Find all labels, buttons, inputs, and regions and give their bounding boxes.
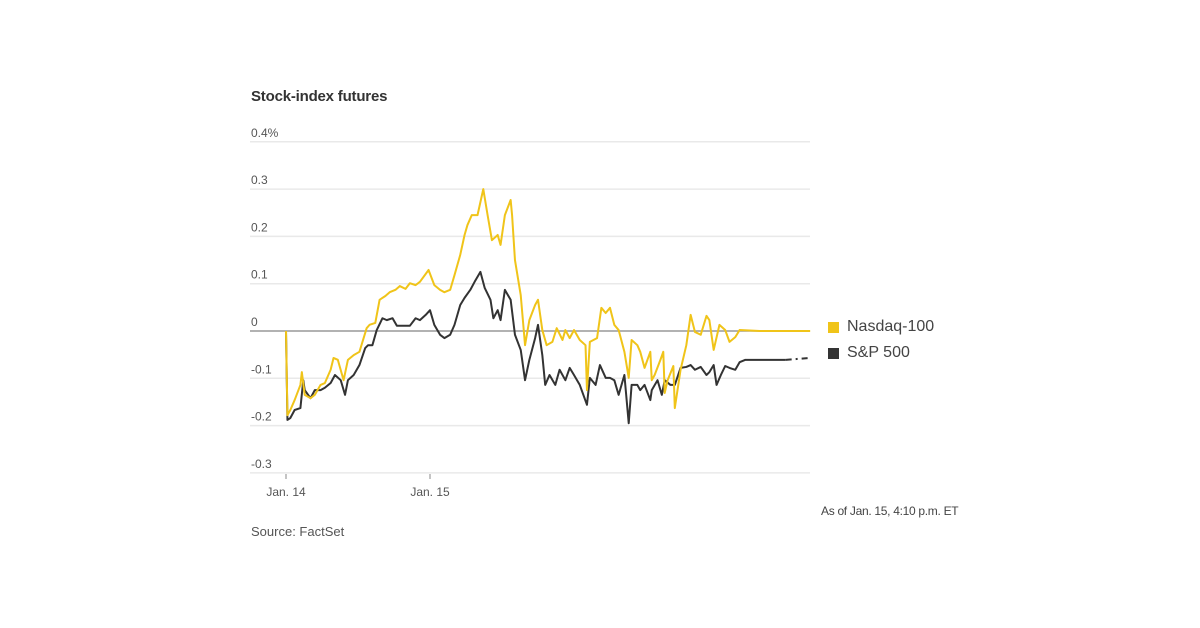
y-tick-label: 0.2 (251, 220, 268, 234)
x-tick-label: Jan. 14 (266, 485, 306, 499)
y-tick-label: -0.2 (251, 410, 272, 424)
y-tick-label: 0 (251, 315, 258, 329)
legend-item-sp500: S&P 500 (828, 344, 910, 362)
legend-item-nasdaq: Nasdaq-100 (828, 318, 934, 336)
legend-label: S&P 500 (847, 344, 910, 361)
series-line-sp500 (285, 270, 786, 425)
legend-label: Nasdaq-100 (847, 318, 935, 335)
series-line-nasdaq (285, 188, 811, 417)
source-note: Source: FactSet (251, 524, 345, 539)
legend-swatch (828, 321, 839, 333)
chart-title: Stock-index futures (251, 88, 388, 105)
y-tick-label: -0.1 (251, 362, 272, 376)
y-tick-label: 0.3 (251, 173, 268, 187)
timestamp-note: As of Jan. 15, 4:10 p.m. ET (821, 504, 959, 518)
y-tick-label: -0.3 (251, 457, 272, 471)
y-tick-label: 0.4% (251, 126, 279, 140)
y-tick-label: 0.1 (251, 268, 268, 282)
legend-swatch (828, 347, 839, 359)
series-line-sp500-tail (785, 356, 811, 361)
x-tick-label: Jan. 15 (410, 485, 450, 499)
